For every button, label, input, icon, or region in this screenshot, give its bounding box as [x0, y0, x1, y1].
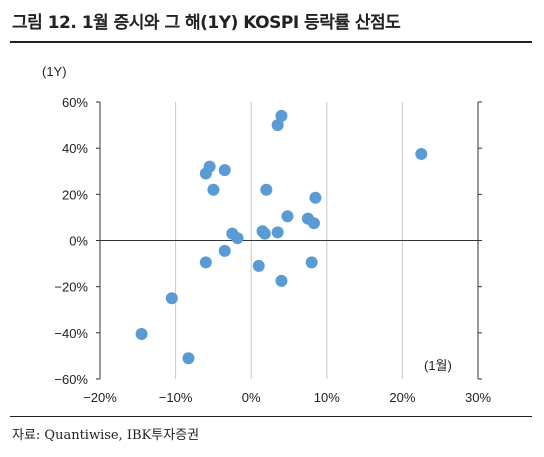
- y-tick-label: 40%: [62, 141, 88, 156]
- x-tick-label: 30%: [465, 390, 491, 405]
- data-point: [309, 191, 322, 204]
- source-note: 자료: Quantiwise, IBK투자증권: [12, 428, 200, 443]
- y-axis-label: (1Y): [42, 64, 67, 79]
- x-axis-label: (1월): [424, 358, 452, 373]
- y-tick-label: 20%: [62, 187, 88, 202]
- data-point: [307, 217, 320, 230]
- data-point: [135, 327, 148, 340]
- data-point: [182, 352, 195, 365]
- data-point: [218, 164, 231, 177]
- data-point: [199, 256, 212, 269]
- scatter-chart: (1Y) (1월) −60% −40% −20% 0% 20% 40% 60% −20% −10…: [42, 64, 491, 405]
- y-tick-label: −20%: [54, 280, 88, 295]
- data-point: [218, 244, 231, 257]
- x-tick-label: 0%: [242, 390, 261, 405]
- data-point: [203, 160, 216, 173]
- data-point: [275, 109, 288, 122]
- x-tick-label: 20%: [389, 390, 415, 405]
- data-point: [275, 274, 288, 287]
- data-point: [207, 183, 220, 196]
- footer-divider: [10, 416, 532, 417]
- y-tick-label: 0%: [69, 234, 88, 249]
- data-point: [271, 119, 284, 132]
- axes: [96, 101, 482, 380]
- data-point: [165, 292, 178, 305]
- data-points: [135, 109, 428, 365]
- data-point: [252, 259, 265, 272]
- data-point: [260, 183, 273, 196]
- title-divider: [10, 41, 532, 43]
- x-tick-label: 10%: [314, 390, 340, 405]
- chart-title: 그림 12. 1월 증시와 그 해(1Y) KOSPI 등락률 산점도: [12, 13, 401, 33]
- x-tick-label: −10%: [159, 390, 193, 405]
- data-point: [258, 227, 271, 240]
- y-tick-label: −60%: [54, 372, 88, 387]
- data-point: [305, 256, 318, 269]
- y-tick-label: 60%: [62, 95, 88, 110]
- data-point: [281, 210, 294, 223]
- data-point: [271, 226, 284, 239]
- y-tick-label: −40%: [54, 326, 88, 341]
- data-point: [415, 147, 428, 160]
- x-tick-label: −20%: [83, 390, 117, 405]
- data-point: [231, 232, 244, 245]
- tick-labels: −60% −40% −20% 0% 20% 40% 60% −20% −10% 0% 10% 20% 3…: [54, 95, 491, 405]
